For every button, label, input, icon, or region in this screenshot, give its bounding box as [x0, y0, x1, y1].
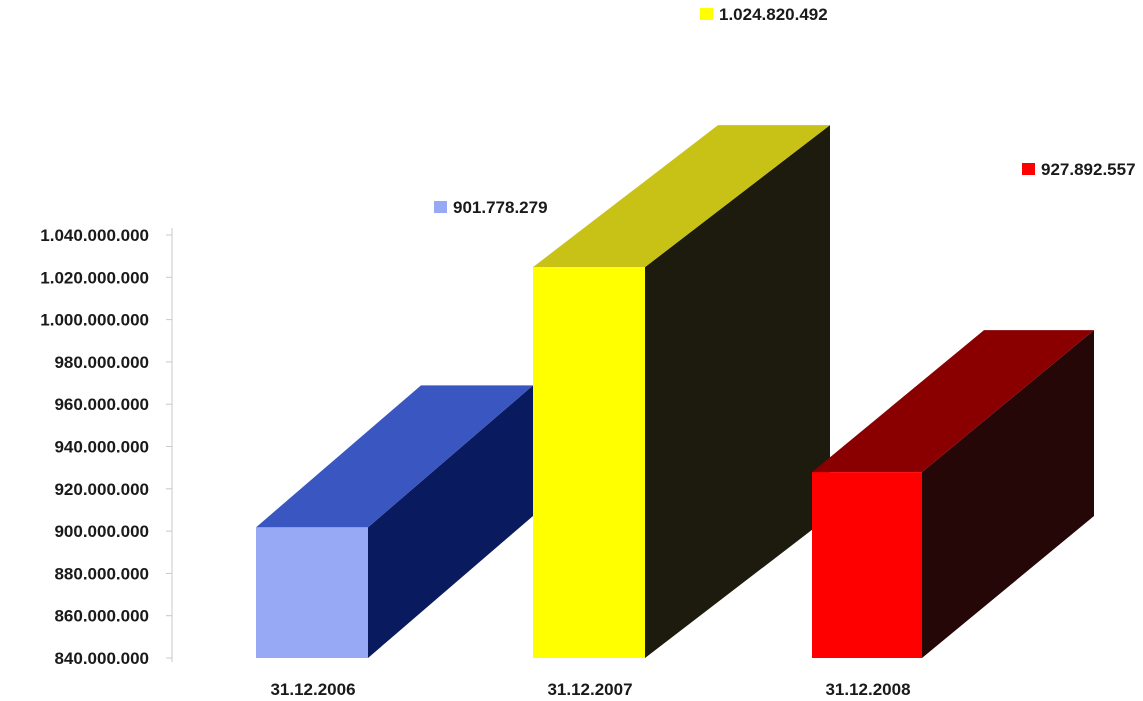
data-label-text: 901.778.279: [453, 198, 548, 217]
bar-front: [812, 472, 922, 658]
y-tick-label: 1.020.000.000: [40, 268, 149, 287]
y-tick-label: 960.000.000: [54, 395, 149, 414]
bar-31.12.2006: [256, 385, 533, 658]
bar-side: [368, 385, 533, 658]
y-tick-label: 900.000.000: [54, 522, 149, 541]
bar-top: [812, 330, 1094, 473]
data-label-marker: [700, 8, 713, 20]
y-tick-label: 860.000.000: [54, 607, 149, 626]
bar-side: [922, 330, 1094, 658]
data-label-marker: [1022, 163, 1035, 175]
data-label-text: 927.892.557: [1041, 160, 1136, 179]
y-tick-label: 1.040.000.000: [40, 226, 149, 245]
bar-top: [533, 125, 830, 268]
data-label-31.12.2007: 1.024.820.492: [700, 5, 828, 24]
data-labels: 901.778.279 1.024.820.492 927.892.557: [434, 5, 1136, 217]
bars: [256, 125, 1094, 658]
data-label-31.12.2008: 927.892.557: [1022, 160, 1136, 179]
data-label-marker: [434, 201, 447, 213]
bar-top: [256, 385, 533, 528]
x-category-label: 31.12.2007: [547, 680, 632, 699]
bar-31.12.2008: [812, 330, 1094, 658]
y-tick-label: 1.000.000.000: [40, 311, 149, 330]
y-tick-label: 840.000.000: [54, 649, 149, 668]
y-tick-label: 880.000.000: [54, 564, 149, 583]
x-category-label: 31.12.2008: [825, 680, 910, 699]
bar-front: [256, 527, 368, 658]
bar-31.12.2007: [533, 125, 830, 658]
y-tick-label: 940.000.000: [54, 438, 149, 457]
bar-front: [533, 267, 645, 658]
y-tick-label: 920.000.000: [54, 480, 149, 499]
bar-side: [645, 125, 830, 658]
y-tick-label: 980.000.000: [54, 353, 149, 372]
x-category-label: 31.12.2006: [270, 680, 355, 699]
data-label-text: 1.024.820.492: [719, 5, 828, 24]
category-labels: 31.12.2006 31.12.2007 31.12.2008: [270, 680, 910, 699]
data-label-31.12.2006: 901.778.279: [434, 198, 548, 217]
y-axis-ticks: 840.000.000 860.000.000 880.000.000 900.000…: [40, 226, 172, 668]
